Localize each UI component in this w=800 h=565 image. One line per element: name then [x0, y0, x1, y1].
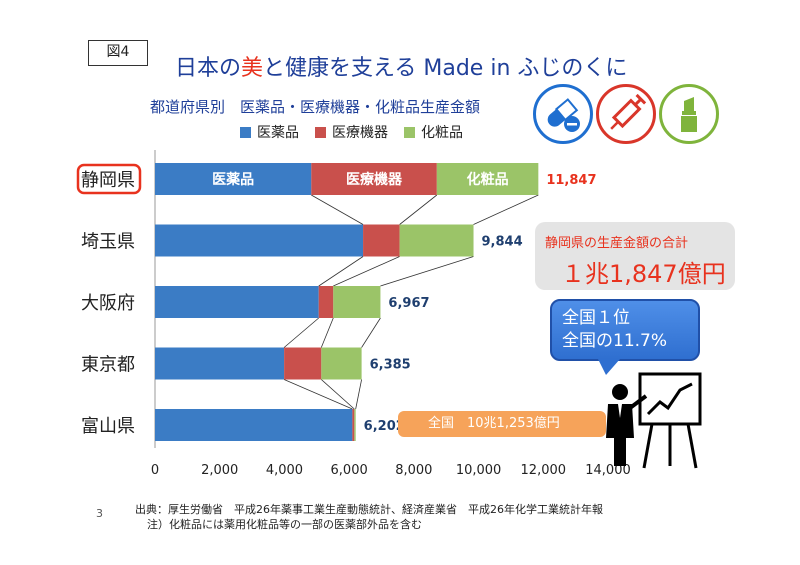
bar-2-1 [318, 286, 334, 318]
bar-1-0 [155, 224, 364, 257]
category-label: 富山県 [81, 416, 135, 437]
title-part-1: 日本の [175, 56, 242, 81]
chart-title: 都道府県別 医薬品・医療機器・化粧品生産金額 [150, 98, 481, 116]
source-note: 出典：厚生労働省 平成26年薬事工業生産動態統計、経済産業省 平成26年化学工業… [135, 502, 603, 532]
lipstick-icon [659, 84, 719, 144]
bar-3-2 [321, 347, 362, 380]
total-label: 6,202 [364, 419, 405, 434]
category-label: 大阪府 [81, 293, 135, 314]
sum-callout-value: １兆1,847億円 [561, 260, 726, 288]
bar-4-0 [155, 409, 353, 441]
title-part-4: 健康を支える Made in ふじのくに [285, 56, 628, 81]
syringe-icon [596, 84, 656, 144]
category-label: 東京都 [81, 355, 135, 376]
national-total-badge: 全国 10兆1,253億円 [398, 411, 606, 437]
rank-callout-tail [598, 359, 620, 375]
rank-line-1: 全国１位 [562, 308, 630, 328]
rank-line-2: 全国の11.7% [562, 331, 668, 351]
bar-4-1 [352, 409, 355, 441]
legend-item-device: 医療機器 [315, 122, 388, 142]
connector-line [321, 379, 355, 410]
page-title: 日本の美と健康を支える Made in ふじのくに [175, 50, 675, 82]
inbar-label-1: 医療機器 [346, 171, 403, 188]
category-label: 埼玉県 [81, 232, 135, 253]
sum-callout-label: 静岡県の生産金額の合計 [545, 236, 689, 251]
figure-label: 図4 [88, 40, 148, 66]
bar-0-2 [436, 163, 539, 195]
total-label: 9,844 [482, 235, 523, 250]
bar-3-1 [284, 347, 322, 380]
page-number: 3 [96, 507, 103, 520]
pill-icon [533, 84, 593, 144]
connector-line [361, 317, 381, 348]
connector-line [320, 317, 334, 348]
bar-1-2 [399, 224, 474, 257]
legend-swatch-cosmetic [404, 126, 415, 138]
source-line-2: 注）化粧品には薬用化粧品等の一部の医薬部外品を含む [147, 518, 422, 531]
connector-line [318, 256, 364, 287]
total-label: 6,967 [388, 296, 429, 311]
chart-legend: 医薬品 医療機器 化粧品 [240, 122, 463, 142]
sum-callout: 静岡県の生産金額の合計 １兆1,847億円 [535, 222, 735, 290]
highlight-box [76, 163, 142, 195]
total-label: 11,847 [546, 173, 596, 188]
x-tick-label: 2,000 [201, 463, 238, 478]
legend-swatch-pharma [240, 126, 251, 138]
legend-label-device: 医療機器 [332, 125, 388, 141]
legend-item-pharma: 医薬品 [240, 122, 299, 142]
rank-callout: 全国１位 全国の11.7% [550, 299, 700, 361]
connector-line [380, 256, 474, 287]
connector-line [283, 317, 319, 348]
connector-line [399, 194, 438, 225]
legend-swatch-device [315, 126, 326, 138]
connector-line [355, 379, 362, 410]
bar-0-1 [311, 163, 437, 195]
bars [155, 163, 539, 441]
legend-label-pharma: 医薬品 [257, 125, 299, 141]
inbar-label-2: 化粧品 [467, 171, 509, 188]
x-tick-label: 4,000 [266, 463, 303, 478]
total-label: 6,385 [370, 358, 411, 373]
presenter-chart-icon [606, 372, 702, 469]
bar-0-0 [155, 163, 312, 195]
connector-line [283, 379, 353, 410]
bar-3-0 [155, 347, 285, 380]
legend-label-cosmetic: 化粧品 [421, 125, 463, 141]
bar-4-2 [354, 409, 356, 441]
inbar-label-0: 医薬品 [212, 171, 254, 188]
source-line-1: 出典：厚生労働省 平成26年薬事工業生産動態統計、経済産業省 平成26年化学工業… [135, 503, 603, 516]
connector-line [333, 256, 400, 287]
x-axis-ticks: 0 2,000 4,000 6,000 8,000 10,000 12,000 14,000 [151, 463, 631, 478]
legend-item-cosmetic: 化粧品 [404, 122, 463, 142]
x-tick-label: 12,000 [521, 463, 567, 478]
x-tick-label: 10,000 [456, 463, 502, 478]
x-tick-label: 8,000 [395, 463, 432, 478]
title-part-accent: 美 [241, 56, 264, 81]
bar-1-1 [363, 224, 400, 257]
category-label: 静岡県 [81, 170, 135, 191]
title-part-3: と [263, 56, 286, 81]
bar-2-0 [155, 286, 319, 318]
x-tick-label: 6,000 [331, 463, 368, 478]
x-tick-label: 0 [151, 463, 159, 478]
connector-line [311, 194, 364, 225]
bar-2-2 [333, 286, 381, 318]
x-tick-label: 14,000 [585, 463, 631, 478]
connector-line [473, 194, 539, 225]
connector-lines [283, 194, 539, 410]
